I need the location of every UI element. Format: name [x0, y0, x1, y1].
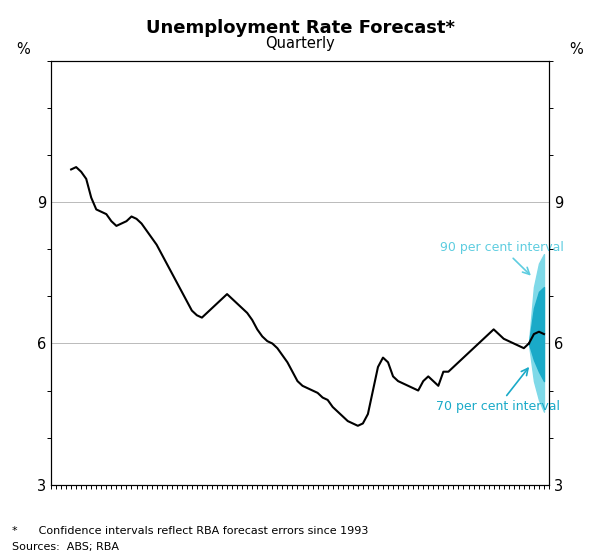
Text: Sources:  ABS; RBA: Sources: ABS; RBA — [12, 542, 119, 552]
Text: %: % — [17, 42, 31, 57]
Text: 90 per cent interval: 90 per cent interval — [440, 241, 563, 275]
Text: *      Confidence intervals reflect RBA forecast errors since 1993: * Confidence intervals reflect RBA forec… — [12, 526, 368, 536]
Text: 70 per cent interval: 70 per cent interval — [436, 368, 560, 413]
Text: %: % — [569, 42, 583, 57]
Text: Unemployment Rate Forecast*: Unemployment Rate Forecast* — [146, 19, 455, 37]
Text: Quarterly: Quarterly — [265, 36, 335, 51]
